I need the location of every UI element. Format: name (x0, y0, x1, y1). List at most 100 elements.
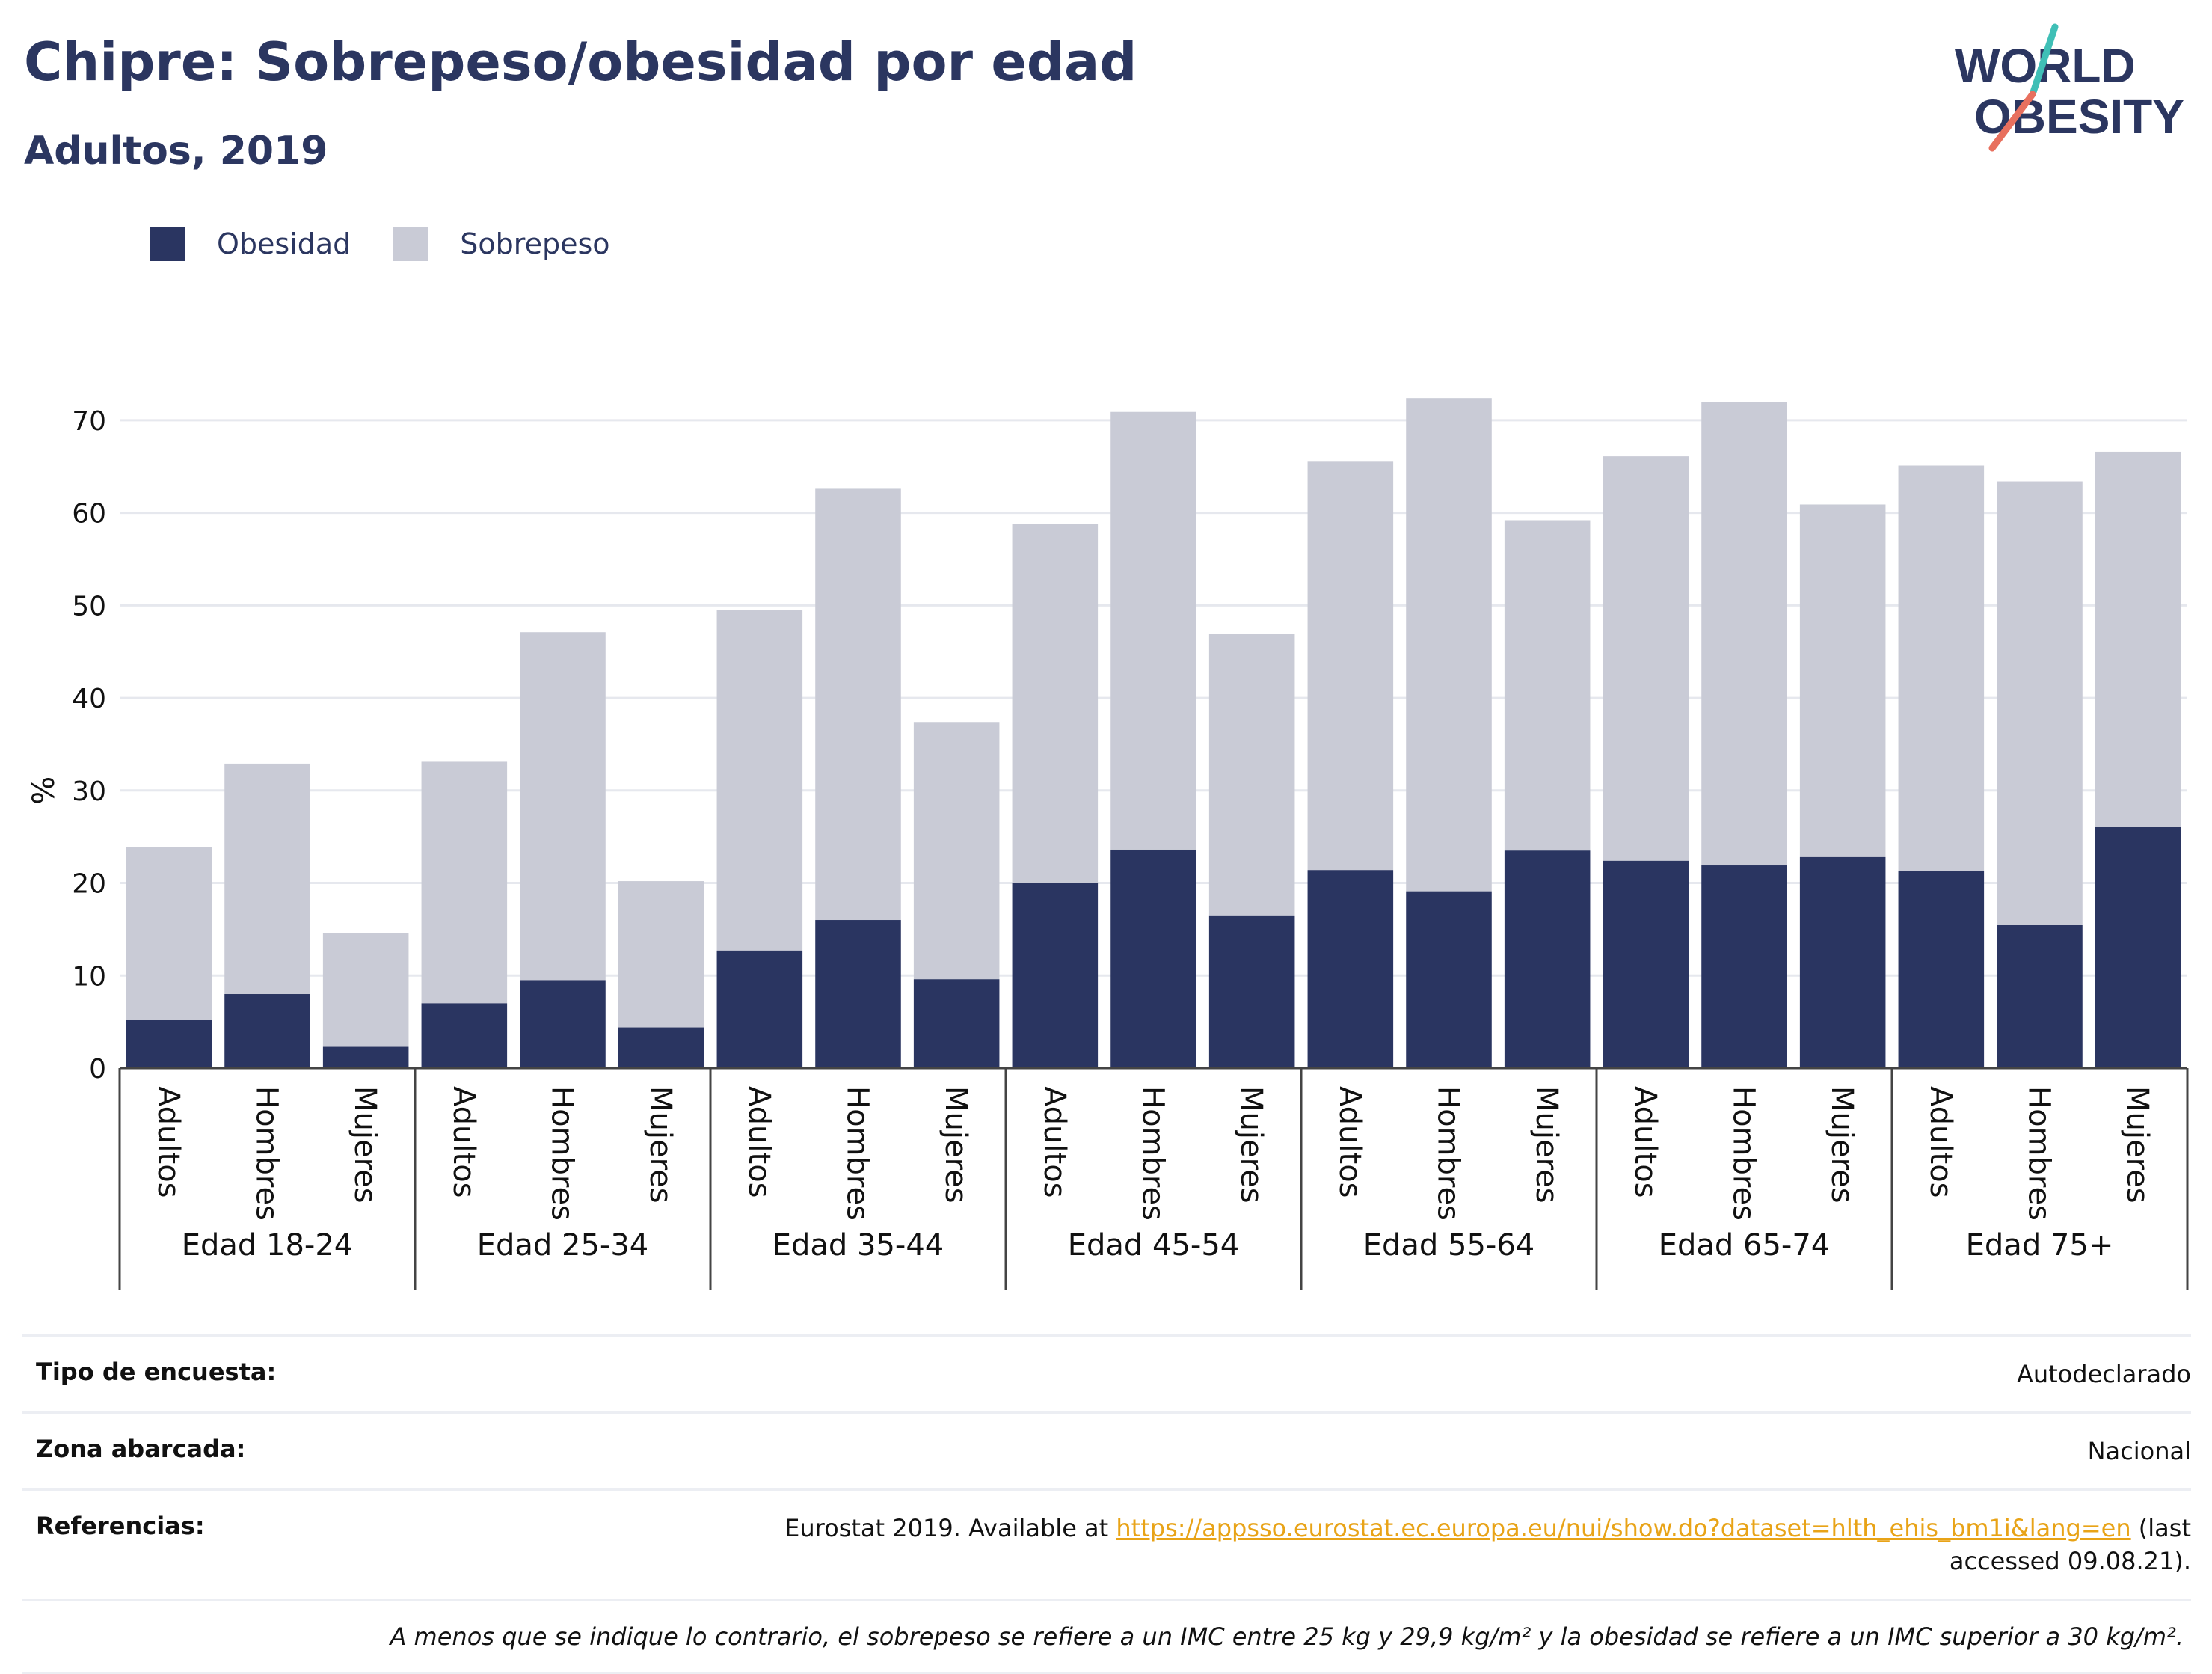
x-tick-label: Adultos (1037, 1086, 1072, 1198)
bar-obesity[interactable] (1997, 925, 2083, 1068)
bar-obesity[interactable] (520, 980, 606, 1068)
x-tick-label: Adultos (742, 1086, 776, 1198)
x-tick-label: Mujeres (1825, 1086, 1859, 1204)
group-label: Edad 65-74 (1659, 1228, 1831, 1263)
bar-obesity[interactable] (224, 994, 310, 1068)
bar-obesity[interactable] (322, 1046, 409, 1068)
legend-item-overweight[interactable]: Sobrepeso (393, 227, 610, 261)
group-label: Edad 75+ (1966, 1228, 2114, 1263)
bar-obesity[interactable] (913, 979, 1000, 1068)
x-tick-label: Mujeres (643, 1086, 678, 1204)
bar-obesity[interactable] (716, 950, 803, 1068)
x-tick-label: Hombres (2022, 1086, 2056, 1221)
logo-slash-coral (1988, 91, 2036, 152)
bar-obesity[interactable] (1208, 915, 1295, 1068)
bar-overweight[interactable] (126, 847, 212, 1020)
definition-footnote: A menos que se indique lo contrario, el … (22, 1598, 2191, 1674)
bar-obesity[interactable] (1799, 856, 1886, 1068)
references-prefix: Eurostat 2019. Available at (784, 1514, 1116, 1543)
x-tick-label: Hombres (250, 1086, 284, 1221)
bar-obesity[interactable] (618, 1027, 704, 1068)
x-tick-label: Hombres (1431, 1086, 1466, 1221)
survey-type-value: Autodeclarado (2016, 1360, 2191, 1388)
bar-overweight[interactable] (224, 763, 310, 995)
bar-obesity[interactable] (1898, 871, 1985, 1068)
x-tick-label: Hombres (1727, 1086, 1761, 1221)
x-tick-label: Mujeres (348, 1086, 382, 1204)
bar-obesity[interactable] (2095, 827, 2181, 1068)
x-tick-label: Mujeres (938, 1086, 973, 1204)
info-row-area: Zona abarcada: Nacional (22, 1411, 2191, 1488)
bar-overweight[interactable] (913, 722, 1000, 980)
bar-overweight[interactable] (1997, 481, 2083, 925)
bar-overweight[interactable] (421, 761, 508, 1004)
x-tick-label: Mujeres (2120, 1086, 2154, 1204)
bar-overweight[interactable] (618, 881, 704, 1028)
references-value: Eurostat 2019. Available at https://apps… (695, 1512, 2191, 1578)
bar-overweight[interactable] (1307, 461, 1394, 871)
bar-overweight[interactable] (322, 933, 409, 1047)
bar-overweight[interactable] (1208, 634, 1295, 916)
bar-overweight[interactable] (1603, 456, 1689, 861)
legend-label-obesity: Obesidad (217, 227, 351, 260)
group-label: Edad 18-24 (182, 1228, 354, 1263)
bar-obesity[interactable] (126, 1020, 212, 1068)
x-tick-label: Mujeres (1234, 1086, 1268, 1204)
bar-overweight[interactable] (1701, 402, 1787, 866)
bar-obesity[interactable] (421, 1003, 508, 1068)
y-axis-label: % (27, 776, 61, 805)
x-tick-label: Adultos (1628, 1086, 1662, 1198)
bar-overweight[interactable] (1799, 504, 1886, 857)
bar-obesity[interactable] (1701, 865, 1787, 1068)
bar-obesity[interactable] (815, 920, 901, 1068)
page-subtitle: Adultos, 2019 (24, 129, 328, 174)
bar-overweight[interactable] (1504, 520, 1591, 851)
y-tick-label: 10 (72, 961, 106, 992)
references-link[interactable]: https://appsso.eurostat.ec.europa.eu/nui… (1116, 1514, 2131, 1543)
world-obesity-logo: WORLD OBESITY (1955, 23, 2184, 152)
bar-overweight[interactable] (1898, 465, 1985, 871)
y-tick-label: 0 (89, 1054, 106, 1085)
y-tick-label: 70 (72, 406, 106, 437)
y-tick-label: 40 (72, 684, 106, 714)
bar-obesity[interactable] (1504, 850, 1591, 1068)
bar-obesity[interactable] (1307, 870, 1394, 1068)
y-tick-label: 30 (72, 776, 106, 807)
info-row-survey-type: Tipo de encuesta: Autodeclarado (22, 1334, 2191, 1411)
area-value: Nacional (2087, 1437, 2191, 1466)
group-label: Edad 55-64 (1363, 1228, 1535, 1263)
bar-overweight[interactable] (2095, 451, 2181, 827)
legend-label-overweight: Sobrepeso (460, 227, 610, 260)
y-tick-label: 60 (72, 499, 106, 530)
y-tick-label: 20 (72, 869, 106, 900)
legend-item-obesity[interactable]: Obesidad (150, 227, 351, 261)
info-table: Tipo de encuesta: Autodeclarado Zona aba… (22, 1334, 2191, 1674)
survey-type-label: Tipo de encuesta: (36, 1358, 277, 1386)
x-tick-label: Mujeres (1529, 1086, 1564, 1204)
bar-overweight[interactable] (520, 632, 606, 981)
area-label: Zona abarcada: (36, 1435, 246, 1464)
x-tick-label: Hombres (545, 1086, 580, 1221)
x-tick-label: Adultos (1923, 1086, 1958, 1198)
group-label: Edad 35-44 (772, 1228, 944, 1263)
group-label: Edad 25-34 (477, 1228, 649, 1263)
bar-obesity[interactable] (1603, 860, 1689, 1068)
logo-line2: OBESITY (1974, 90, 2184, 144)
x-tick-label: Adultos (1333, 1086, 1367, 1198)
x-tick-label: Adultos (446, 1086, 481, 1198)
references-suffix: (last accessed 09.08.21). (1949, 1514, 2191, 1576)
x-tick-label: Hombres (841, 1086, 875, 1221)
x-tick-label: Hombres (1136, 1086, 1170, 1221)
bar-obesity[interactable] (1406, 891, 1492, 1068)
legend-swatch-overweight (393, 227, 429, 261)
chart-legend: Obesidad Sobrepeso (150, 221, 652, 266)
bar-overweight[interactable] (1406, 398, 1492, 892)
bar-obesity[interactable] (1110, 849, 1196, 1068)
bar-obesity[interactable] (1012, 883, 1099, 1068)
bar-overweight[interactable] (815, 488, 901, 921)
bar-overweight[interactable] (1012, 524, 1099, 883)
bar-overweight[interactable] (1110, 411, 1196, 850)
info-row-references: Referencias: Eurostat 2019. Available at… (22, 1488, 2191, 1598)
bar-overweight[interactable] (716, 610, 803, 951)
